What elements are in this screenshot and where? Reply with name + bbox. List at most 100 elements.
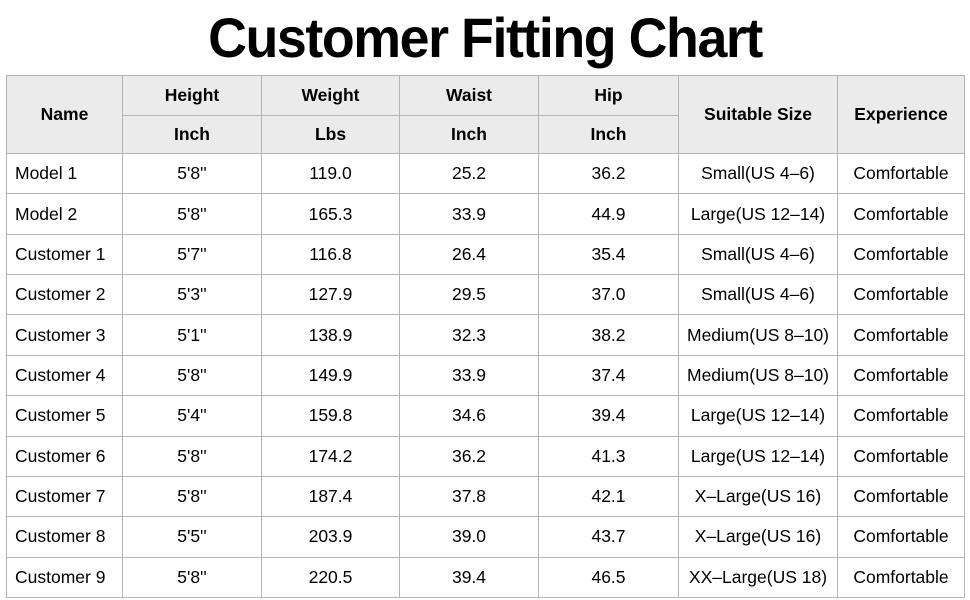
waist-cell: 25.2	[399, 152, 539, 195]
table-row: Customer 3 5'1'' 138.9 32.3 38.2 Medium(US 8–…	[6, 314, 965, 356]
name-cell: Model 2	[6, 193, 123, 235]
height-cell: 5'4''	[122, 395, 262, 437]
column-header-waist: Waist	[399, 75, 539, 116]
weight-cell: 220.5	[261, 556, 400, 599]
size-cell: X–Large(US 16)	[678, 516, 838, 558]
hip-cell: 36.2	[538, 152, 679, 195]
waist-cell: 32.3	[399, 314, 539, 356]
column-header-weight: Weight	[261, 75, 400, 116]
hip-cell: 41.3	[538, 435, 679, 477]
weight-cell: 203.9	[261, 516, 400, 558]
weight-cell: 187.4	[261, 475, 400, 518]
unit-header-weight: Lbs	[261, 115, 400, 154]
waist-cell: 33.9	[399, 193, 539, 235]
hip-cell: 46.5	[538, 556, 679, 599]
header-row-units: Inch Lbs Inch Inch	[7, 115, 965, 154]
height-cell: 5'8''	[122, 193, 262, 235]
column-header-height: Height	[122, 75, 262, 116]
size-cell: Medium(US 8–10)	[678, 354, 838, 397]
weight-cell: 116.8	[261, 233, 400, 276]
hip-cell: 44.9	[538, 193, 679, 235]
table-row: Customer 9 5'8'' 220.5 39.4 46.5 XX–Large(US …	[6, 556, 965, 599]
unit-header-height: Inch	[122, 115, 262, 154]
table-row: Customer 7 5'8'' 187.4 37.8 42.1 X–Large(US 1…	[6, 475, 965, 518]
size-cell: Small(US 4–6)	[678, 152, 838, 195]
waist-cell: 26.4	[399, 233, 539, 276]
height-cell: 5'7''	[122, 233, 262, 276]
weight-cell: 165.3	[261, 193, 400, 235]
header-row-labels: Name Height Weight Waist Hip Suitable Si…	[6, 75, 965, 154]
size-cell: Large(US 12–14)	[678, 193, 838, 235]
hip-cell: 43.7	[538, 516, 679, 558]
table-row: Model 2 5'8'' 165.3 33.9 44.9 Large(US 12–14)…	[6, 193, 965, 235]
height-cell: 5'1''	[122, 314, 262, 356]
size-cell: XX–Large(US 18)	[678, 556, 838, 599]
experience-cell: Comfortable	[837, 395, 965, 437]
experience-cell: Comfortable	[837, 233, 965, 276]
size-cell: X–Large(US 16)	[678, 475, 838, 518]
waist-cell: 39.0	[399, 516, 539, 558]
experience-cell: Comfortable	[837, 152, 965, 195]
experience-cell: Comfortable	[837, 516, 965, 558]
name-cell: Customer 7	[6, 475, 123, 518]
table-row: Customer 8 5'5'' 203.9 39.0 43.7 X–Large(US 1…	[6, 516, 965, 558]
name-cell: Customer 2	[6, 274, 123, 316]
height-cell: 5'8''	[122, 354, 262, 397]
unit-header-hip: Inch	[538, 115, 679, 154]
waist-cell: 29.5	[399, 274, 539, 316]
unit-header-waist: Inch	[399, 115, 539, 154]
waist-cell: 37.8	[399, 475, 539, 518]
fitting-chart-table: Name Height Weight Waist Hip Suitable Si…	[6, 75, 965, 599]
name-cell: Customer 5	[6, 395, 123, 437]
weight-cell: 138.9	[261, 314, 400, 356]
table-row: Customer 4 5'8'' 149.9 33.9 37.4 Medium(US 8–…	[6, 354, 965, 397]
weight-cell: 119.0	[261, 152, 400, 195]
height-cell: 5'3''	[122, 274, 262, 316]
column-header-hip: Hip	[538, 75, 679, 116]
experience-cell: Comfortable	[837, 354, 965, 397]
experience-cell: Comfortable	[837, 193, 965, 235]
size-cell: Large(US 12–14)	[678, 395, 838, 437]
column-header-suitable-size: Suitable Size	[678, 75, 838, 154]
experience-cell: Comfortable	[837, 314, 965, 356]
name-cell: Model 1	[6, 152, 123, 195]
hip-cell: 35.4	[538, 233, 679, 276]
name-cell: Customer 6	[6, 435, 123, 477]
table-header: Name Height Weight Waist Hip Suitable Si…	[6, 75, 965, 154]
waist-cell: 36.2	[399, 435, 539, 477]
hip-cell: 42.1	[538, 475, 679, 518]
name-cell: Customer 3	[6, 314, 123, 356]
size-cell: Large(US 12–14)	[678, 435, 838, 477]
size-cell: Small(US 4–6)	[678, 233, 838, 276]
table-row: Customer 1 5'7'' 116.8 26.4 35.4 Small(US 4–6…	[6, 233, 965, 276]
height-cell: 5'5''	[122, 516, 262, 558]
name-cell: Customer 9	[6, 556, 123, 599]
weight-cell: 159.8	[261, 395, 400, 437]
experience-cell: Comfortable	[837, 475, 965, 518]
weight-cell: 149.9	[261, 354, 400, 397]
name-cell: Customer 1	[6, 233, 123, 276]
table-row: Customer 5 5'4'' 159.8 34.6 39.4 Large(US 12–…	[6, 395, 965, 437]
name-cell: Customer 4	[6, 354, 123, 397]
height-cell: 5'8''	[122, 475, 262, 518]
page-title: Customer Fitting Chart	[208, 5, 763, 69]
size-cell: Medium(US 8–10)	[678, 314, 838, 356]
hip-cell: 38.2	[538, 314, 679, 356]
waist-cell: 34.6	[399, 395, 539, 437]
column-header-name: Name	[6, 75, 123, 154]
hip-cell: 39.4	[538, 395, 679, 437]
hip-cell: 37.0	[538, 274, 679, 316]
table-row: Model 1 5'8'' 119.0 25.2 36.2 Small(US 4–6) Co…	[6, 152, 965, 195]
weight-cell: 127.9	[261, 274, 400, 316]
experience-cell: Comfortable	[837, 435, 965, 477]
size-cell: Small(US 4–6)	[678, 274, 838, 316]
height-cell: 5'8''	[122, 152, 262, 195]
table-body: Model 1 5'8'' 119.0 25.2 36.2 Small(US 4–6) Co…	[6, 152, 965, 599]
height-cell: 5'8''	[122, 435, 262, 477]
column-header-experience: Experience	[837, 75, 965, 154]
experience-cell: Comfortable	[837, 556, 965, 599]
waist-cell: 33.9	[399, 354, 539, 397]
weight-cell: 174.2	[261, 435, 400, 477]
height-cell: 5'8''	[122, 556, 262, 599]
